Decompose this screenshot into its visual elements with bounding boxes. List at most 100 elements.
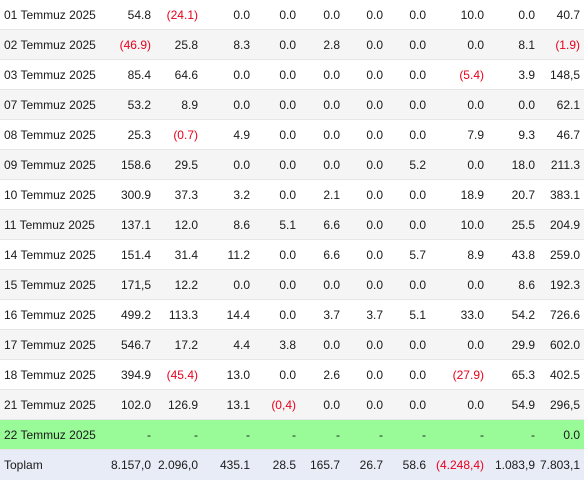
- cell-col-1: -: [100, 419, 156, 450]
- cell-col-9: 18.0: [488, 149, 539, 180]
- cell-col-4: 0.0: [254, 149, 300, 180]
- cell-col-8: 10.0: [430, 0, 488, 30]
- row-date: 01 Temmuz 2025: [0, 0, 100, 30]
- cell-col-7: -: [387, 419, 430, 450]
- cell-col-8: 10.0: [430, 209, 488, 240]
- row-date: 08 Temmuz 2025: [0, 119, 100, 150]
- cell-col-9: 0.0: [488, 89, 539, 120]
- cell-col-7: 0.0: [387, 269, 430, 300]
- table-row: 18 Temmuz 2025 394.9 (45.4) 13.0 0.0 2.6 0.0 0.…: [0, 359, 584, 390]
- cell-col-5: 0.0: [300, 389, 344, 420]
- cell-col-6: 0.0: [344, 389, 387, 420]
- total-row: Toplam 8.157,0 2.096,0 435.1 28.5 165.7 26.7 58…: [0, 449, 584, 480]
- row-date: 03 Temmuz 2025: [0, 59, 100, 90]
- cell-col-1: 300.9: [100, 179, 156, 210]
- cell-col-7: 0.0: [387, 359, 430, 390]
- cell-col-6: -: [344, 419, 387, 450]
- table-row: 14 Temmuz 2025 151.4 31.4 11.2 0.0 6.6 0.0 5.7 8…: [0, 239, 584, 270]
- cell-col-10: 7.803,1: [539, 449, 584, 480]
- cell-col-1: 25.3: [100, 119, 156, 150]
- cell-col-6: 0.0: [344, 359, 387, 390]
- cell-col-3: 13.1: [202, 389, 254, 420]
- cell-col-10: 204.9: [539, 209, 584, 240]
- cell-col-6: 0.0: [344, 179, 387, 210]
- cell-col-8: 18.9: [430, 179, 488, 210]
- cell-col-4: 5.1: [254, 209, 300, 240]
- cell-col-8: 8.9: [430, 239, 488, 270]
- cell-col-1: 499.2: [100, 299, 156, 330]
- cell-col-7: 0.0: [387, 179, 430, 210]
- cell-col-8: 0.0: [430, 89, 488, 120]
- cell-col-10: 402.5: [539, 359, 584, 390]
- cell-col-8: 0.0: [430, 29, 488, 60]
- cell-col-4: 28.5: [254, 449, 300, 480]
- cell-col-9: 1.083,9: [488, 449, 539, 480]
- cell-col-10: 62.1: [539, 89, 584, 120]
- table-row: 15 Temmuz 2025 171,5 12.2 0.0 0.0 0.0 0.0 0.0 0.…: [0, 269, 584, 300]
- cell-col-9: 29.9: [488, 329, 539, 360]
- cell-col-9: 9.3: [488, 119, 539, 150]
- cell-col-9: 3.9: [488, 59, 539, 90]
- cell-col-6: 0.0: [344, 329, 387, 360]
- cell-col-10: 602.0: [539, 329, 584, 360]
- row-date: 18 Temmuz 2025: [0, 359, 100, 390]
- cell-col-6: 3.7: [344, 299, 387, 330]
- cell-col-10: 40.7: [539, 0, 584, 30]
- table-row: 22 Temmuz 2025- - - - - - - - -0.0: [0, 419, 584, 450]
- cell-col-7: 5.2: [387, 149, 430, 180]
- cell-col-10: 46.7: [539, 119, 584, 150]
- cell-col-1: 171,5: [100, 269, 156, 300]
- cell-col-1: 8.157,0: [100, 449, 156, 480]
- cell-col-4: 0.0: [254, 269, 300, 300]
- cell-col-3: 13.0: [202, 359, 254, 390]
- cell-col-4: 0.0: [254, 239, 300, 270]
- cell-col-3: 0.0: [202, 149, 254, 180]
- cell-col-10: 211.3: [539, 149, 584, 180]
- cell-col-4: 0.0: [254, 179, 300, 210]
- total-label: Toplam: [0, 449, 100, 480]
- table-row: 02 Temmuz 2025 (46.9) 25.8 8.3 0.0 2.8 0.0 0.0 0…: [0, 29, 584, 60]
- table-row: 11 Temmuz 2025 137.1 12.0 8.6 5.1 6.6 0.0 0.0 10…: [0, 209, 584, 240]
- cell-col-6: 0.0: [344, 149, 387, 180]
- cell-col-5: 0.0: [300, 0, 344, 30]
- cell-col-2: 17.2: [156, 329, 202, 360]
- cell-col-6: 26.7: [344, 449, 387, 480]
- cell-col-5: 0.0: [300, 89, 344, 120]
- cell-col-4: -: [254, 419, 300, 450]
- cell-col-2: 64.6: [156, 59, 202, 90]
- cell-col-3: 0.0: [202, 0, 254, 30]
- cell-col-5: 2.8: [300, 29, 344, 60]
- cell-col-7: 5.1: [387, 299, 430, 330]
- cell-col-6: 0.0: [344, 119, 387, 150]
- cell-col-4: 0.0: [254, 29, 300, 60]
- cell-col-1: 85.4: [100, 59, 156, 90]
- row-date: 16 Temmuz 2025: [0, 299, 100, 330]
- cell-col-3: 14.4: [202, 299, 254, 330]
- cell-col-8: 0.0: [430, 149, 488, 180]
- cell-col-9: 8.6: [488, 269, 539, 300]
- cell-col-3: 4.9: [202, 119, 254, 150]
- cell-col-6: 0.0: [344, 89, 387, 120]
- cell-col-2: 12.0: [156, 209, 202, 240]
- cell-col-10: 383.1: [539, 179, 584, 210]
- cell-col-5: 0.0: [300, 269, 344, 300]
- cell-col-7: 0.0: [387, 389, 430, 420]
- cell-col-8: (5.4): [430, 59, 488, 90]
- cell-col-8: (4.248,4): [430, 449, 488, 480]
- cell-col-6: 0.0: [344, 209, 387, 240]
- cell-col-8: -: [430, 419, 488, 450]
- cell-col-2: 31.4: [156, 239, 202, 270]
- cell-col-9: 25.5: [488, 209, 539, 240]
- cell-col-10: 726.6: [539, 299, 584, 330]
- cell-col-3: 435.1: [202, 449, 254, 480]
- cell-col-1: 102.0: [100, 389, 156, 420]
- row-date: 15 Temmuz 2025: [0, 269, 100, 300]
- cell-col-7: 58.6: [387, 449, 430, 480]
- cell-col-1: 158.6: [100, 149, 156, 180]
- cell-col-10: 0.0: [539, 419, 584, 450]
- cell-col-4: 0.0: [254, 359, 300, 390]
- cell-col-2: 25.8: [156, 29, 202, 60]
- table-row: 16 Temmuz 2025 499.2 113.3 14.4 0.0 3.7 3.7 5.1…: [0, 299, 584, 330]
- cell-col-5: 6.6: [300, 209, 344, 240]
